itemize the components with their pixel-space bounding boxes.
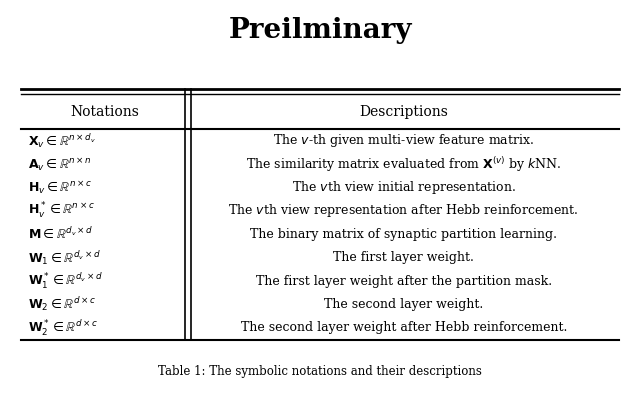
Text: The second layer weight.: The second layer weight. <box>324 298 483 311</box>
Text: Preilminary: Preilminary <box>228 17 412 44</box>
Text: The second layer weight after Hebb reinforcement.: The second layer weight after Hebb reinf… <box>241 322 567 334</box>
Text: $\mathbf{H}_v^* \in \mathbb{R}^{n\times c}$: $\mathbf{H}_v^* \in \mathbb{R}^{n\times … <box>28 201 95 221</box>
Text: $\mathbf{A}_v \in \mathbb{R}^{n\times n}$: $\mathbf{A}_v \in \mathbb{R}^{n\times n}… <box>28 156 92 173</box>
Text: Notations: Notations <box>70 105 139 120</box>
Text: The $v$th view initial representation.: The $v$th view initial representation. <box>292 179 516 196</box>
Text: Table 1: The symbolic notations and their descriptions: Table 1: The symbolic notations and thei… <box>158 364 482 377</box>
Text: Descriptions: Descriptions <box>360 105 448 120</box>
Text: $\mathbf{W}_2 \in \mathbb{R}^{d\times c}$: $\mathbf{W}_2 \in \mathbb{R}^{d\times c}… <box>28 295 96 314</box>
Text: $\mathbf{M} \in \mathbb{R}^{d_v\times d}$: $\mathbf{M} \in \mathbb{R}^{d_v\times d}… <box>28 227 93 242</box>
Text: The binary matrix of synaptic partition learning.: The binary matrix of synaptic partition … <box>250 228 557 241</box>
Text: The $v$-th given multi-view feature matrix.: The $v$-th given multi-view feature matr… <box>273 132 534 149</box>
Text: $\mathbf{W}_1 \in \mathbb{R}^{d_v\times d}$: $\mathbf{W}_1 \in \mathbb{R}^{d_v\times … <box>28 249 101 267</box>
Text: $\mathbf{X}_v \in \mathbb{R}^{n\times d_v}$: $\mathbf{X}_v \in \mathbb{R}^{n\times d_… <box>28 132 96 150</box>
Text: The $v$th view representation after Hebb reinforcement.: The $v$th view representation after Hebb… <box>228 202 579 219</box>
Text: The first layer weight after the partition mask.: The first layer weight after the partiti… <box>256 274 552 287</box>
Text: $\mathbf{H}_v \in \mathbb{R}^{n\times c}$: $\mathbf{H}_v \in \mathbb{R}^{n\times c}… <box>28 179 92 196</box>
Text: $\mathbf{W}_1^* \in \mathbb{R}^{d_v\times d}$: $\mathbf{W}_1^* \in \mathbb{R}^{d_v\time… <box>28 271 103 291</box>
Text: $\mathbf{W}_2^* \in \mathbb{R}^{d\times c}$: $\mathbf{W}_2^* \in \mathbb{R}^{d\times … <box>28 318 99 337</box>
Text: The similarity matrix evaluated from $\mathbf{X}^{(v)}$ by $k$NN.: The similarity matrix evaluated from $\m… <box>246 155 562 174</box>
Text: The first layer weight.: The first layer weight. <box>333 251 474 264</box>
